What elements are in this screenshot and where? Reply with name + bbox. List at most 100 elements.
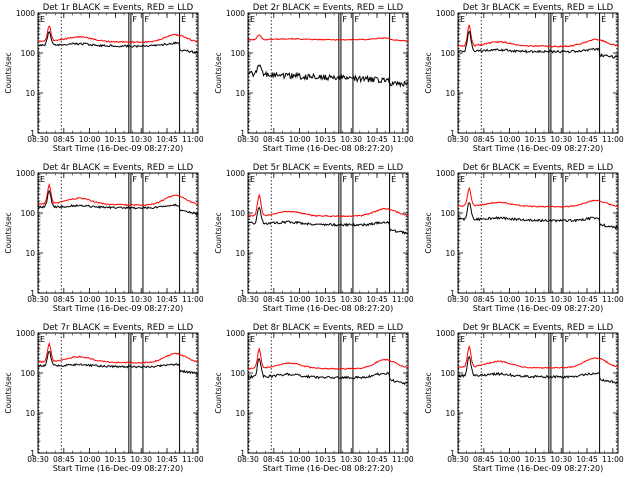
marker-letter: F	[144, 15, 149, 24]
marker-letter: E	[181, 175, 186, 184]
marker-letter: F	[354, 15, 359, 24]
series-lld-line	[457, 186, 619, 208]
x-tick-label: 10:30	[340, 455, 362, 464]
plot-frame	[457, 172, 619, 294]
marker-letter: F	[552, 335, 557, 344]
x-tick-label: 08:45	[473, 135, 495, 144]
marker-letter: E	[181, 335, 186, 344]
series-events-line	[37, 189, 199, 215]
x-tick-label: 10:00	[499, 455, 521, 464]
x-tick-label: 10:45	[366, 295, 388, 304]
x-tick-label: 10:00	[79, 455, 101, 464]
x-tick-label: 10:15	[315, 295, 337, 304]
series-events-line	[37, 30, 199, 54]
x-tick-label: 08:30	[447, 135, 469, 144]
y-tick-label: 10	[235, 249, 245, 258]
x-tick-label: 10:15	[105, 295, 127, 304]
marker-letter: F	[342, 175, 347, 184]
y-tick-label: 100	[21, 49, 36, 58]
y-tick-label: 10	[25, 409, 35, 418]
marker-letter: F	[342, 335, 347, 344]
y-tick-label: 100	[231, 49, 246, 58]
plot-frame	[457, 332, 619, 454]
panel-det-6r: Det 6r BLACK = Events, RED = LLD 1 10 100 10…	[424, 163, 624, 313]
x-tick-label: 10:00	[499, 295, 521, 304]
y-tick-label: 1	[240, 289, 245, 298]
marker-letter: E	[181, 15, 186, 24]
y-tick-label: 1	[240, 449, 245, 458]
x-tick-label: 11:00	[602, 455, 624, 464]
x-tick-label: 10:45	[366, 455, 388, 464]
x-tick-label: 10:00	[289, 455, 311, 464]
panel-title: Det 1r BLACK = Events, RED = LLD	[43, 3, 194, 13]
x-axis-label: Start Time (16-Dec-09 08:27:20)	[473, 464, 604, 473]
y-tick-label: 10	[25, 249, 35, 258]
marker-letter: E	[460, 335, 465, 344]
marker-letter: E	[250, 15, 255, 24]
series-events-line	[457, 202, 619, 230]
plot-frame	[37, 172, 199, 294]
y-axis-label: Counts/sec	[214, 212, 223, 253]
y-axis-label: Counts/sec	[214, 52, 223, 93]
series-lld-line	[37, 341, 199, 364]
plot-frame	[247, 332, 409, 454]
x-tick-label: 10:30	[130, 295, 152, 304]
x-tick-label: 10:30	[550, 295, 572, 304]
x-axis-label: Start Time (16-Dec-08 08:27:20)	[263, 144, 394, 153]
marker-letter: E	[391, 15, 396, 24]
y-tick-label: 1000	[436, 9, 455, 18]
marker-letter: F	[564, 15, 569, 24]
y-tick-label: 100	[231, 209, 246, 218]
marker-letter: E	[391, 175, 396, 184]
plot-frame	[37, 12, 199, 134]
panel-title: Det 5r BLACK = Events, RED = LLD	[253, 163, 404, 173]
series-lld-line	[37, 182, 199, 206]
x-tick-label: 10:30	[550, 455, 572, 464]
marker-letter: E	[250, 175, 255, 184]
panel-title: Det 9r BLACK = Events, RED = LLD	[463, 323, 614, 333]
x-axis-label: Start Time (16-Dec-08 08:27:20)	[263, 304, 394, 313]
x-tick-label: 11:00	[602, 135, 624, 144]
x-axis-label: Start Time (16-Dec-09 08:27:20)	[473, 304, 604, 313]
x-tick-label: 08:45	[53, 295, 75, 304]
x-tick-label: 08:45	[53, 135, 75, 144]
marker-letter: F	[342, 15, 347, 24]
x-tick-label: 08:45	[53, 455, 75, 464]
panel-det-5r: Det 5r BLACK = Events, RED = LLD 1 10 100 10…	[214, 163, 414, 313]
panel-det-4r: Det 4r BLACK = Events, RED = LLD 1 10 100 10…	[4, 163, 204, 313]
y-tick-label: 10	[445, 89, 455, 98]
x-tick-label: 11:00	[392, 135, 414, 144]
x-tick-label: 10:30	[550, 135, 572, 144]
panel-title: Det 7r BLACK = Events, RED = LLD	[43, 323, 194, 333]
x-tick-label: 10:45	[576, 455, 598, 464]
y-tick-label: 1	[450, 129, 455, 138]
x-tick-label: 10:45	[156, 295, 178, 304]
series-lld-line	[457, 24, 618, 48]
x-tick-label: 08:45	[263, 295, 285, 304]
x-tick-label: 10:15	[315, 455, 337, 464]
panel-det-9r: Det 9r BLACK = Events, RED = LLD 1 10 100 10…	[424, 323, 624, 473]
series-lld-line	[247, 193, 409, 218]
panel-title: Det 2r BLACK = Events, RED = LLD	[253, 3, 404, 13]
x-tick-label: 10:30	[130, 135, 152, 144]
y-tick-label: 100	[21, 209, 36, 218]
y-tick-label: 1	[30, 129, 35, 138]
plot-frame	[247, 12, 409, 134]
x-tick-label: 10:30	[130, 455, 152, 464]
panel-det-2r: Det 2r BLACK = Events, RED = LLD 1 10 100 10…	[214, 3, 414, 153]
panel-det-8r: Det 8r BLACK = Events, RED = LLD 1 10 100 10…	[214, 323, 414, 473]
marker-letter: E	[250, 335, 255, 344]
series-events-line	[247, 64, 409, 88]
x-tick-label: 11:00	[392, 455, 414, 464]
x-tick-label: 10:45	[156, 135, 178, 144]
panel-det-3r: Det 3r BLACK = Events, RED = LLD 1 10 100 10…	[424, 3, 624, 153]
y-tick-label: 100	[21, 369, 36, 378]
series-events-line	[457, 30, 619, 59]
y-tick-label: 100	[441, 369, 456, 378]
marker-letter: F	[564, 175, 569, 184]
y-tick-label: 10	[235, 409, 245, 418]
x-tick-label: 10:45	[156, 455, 178, 464]
y-tick-label: 1	[450, 449, 455, 458]
x-axis-label: Start Time (16-Dec-09 08:27:20)	[53, 144, 184, 153]
